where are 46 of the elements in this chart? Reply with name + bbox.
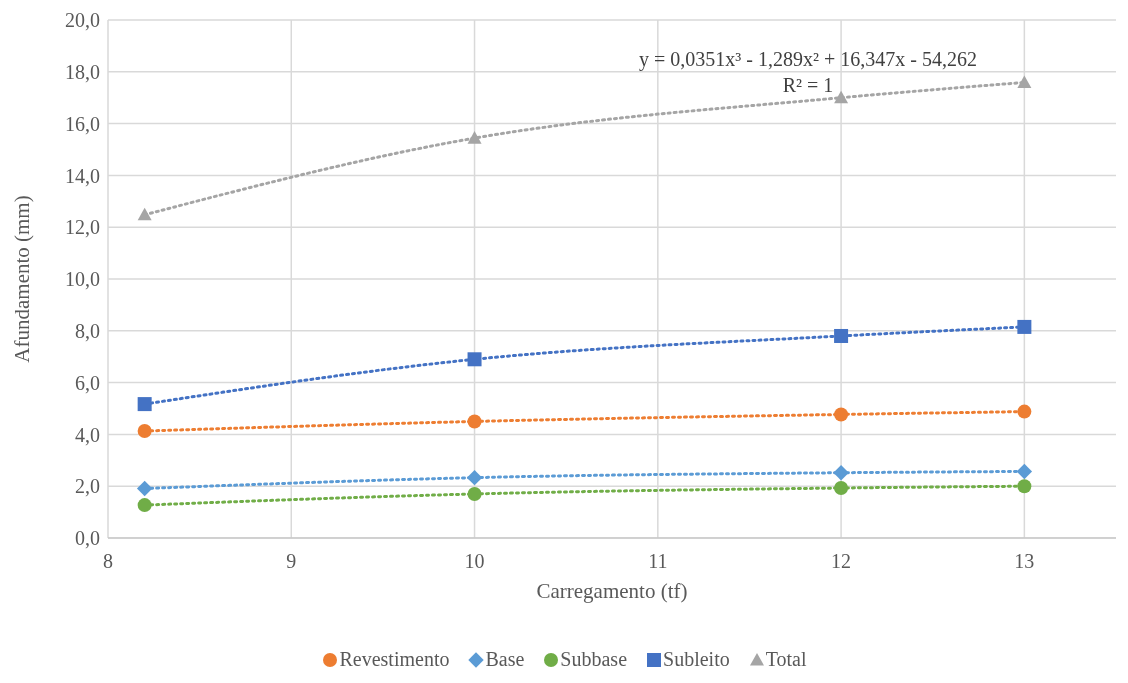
point xyxy=(467,352,482,367)
y-tick-label: 18,0 xyxy=(65,60,100,83)
legend-label: Base xyxy=(485,648,525,671)
point xyxy=(466,469,483,486)
x-tick-label: 12 xyxy=(831,550,852,573)
point xyxy=(137,424,152,439)
y-tick-label: 10,0 xyxy=(65,268,100,291)
point xyxy=(1017,75,1032,89)
annotation: R² = 1 xyxy=(781,73,835,98)
point xyxy=(467,414,482,429)
point xyxy=(1017,479,1032,494)
x-tick-label: 13 xyxy=(1014,550,1035,573)
point xyxy=(136,480,153,497)
x-tick-label: 11 xyxy=(648,550,668,573)
legend-label: Subbase xyxy=(560,648,628,671)
point xyxy=(834,407,849,422)
y-tick-label: 0,0 xyxy=(75,527,100,550)
point xyxy=(137,397,152,412)
point xyxy=(137,498,152,513)
point xyxy=(834,328,849,343)
y-tick-label: 14,0 xyxy=(65,164,100,187)
y-tick-label: 2,0 xyxy=(75,475,100,498)
point xyxy=(833,465,849,481)
point xyxy=(137,207,152,221)
y-tick-label: 8,0 xyxy=(75,319,100,342)
x-axis-title: Carregamento (tf) xyxy=(536,579,688,603)
y-axis-title: Afundamento (mm) xyxy=(10,195,35,363)
point xyxy=(1017,319,1032,334)
y-tick-label: 12,0 xyxy=(65,216,100,239)
legend-label: Subleito xyxy=(663,648,730,671)
legend-label: Revestimento xyxy=(339,648,450,671)
point xyxy=(467,486,482,501)
x-tick-label: 9 xyxy=(286,550,297,573)
y-tick-label: 20,0 xyxy=(65,9,100,32)
point xyxy=(834,90,849,104)
x-tick-label: 8 xyxy=(103,550,113,573)
y-tick-label: 4,0 xyxy=(75,423,100,446)
legend-label: Total xyxy=(765,648,807,671)
x-tick-label: 10 xyxy=(464,550,485,573)
y-tick-label: 16,0 xyxy=(65,112,100,135)
point xyxy=(1017,404,1032,419)
point xyxy=(467,131,482,144)
point xyxy=(1016,463,1033,480)
annotation: y = 0,0351x³ - 1,289x² + 16,347x - 54,262 xyxy=(638,47,978,72)
point xyxy=(834,481,849,496)
y-tick-label: 6,0 xyxy=(75,371,100,394)
